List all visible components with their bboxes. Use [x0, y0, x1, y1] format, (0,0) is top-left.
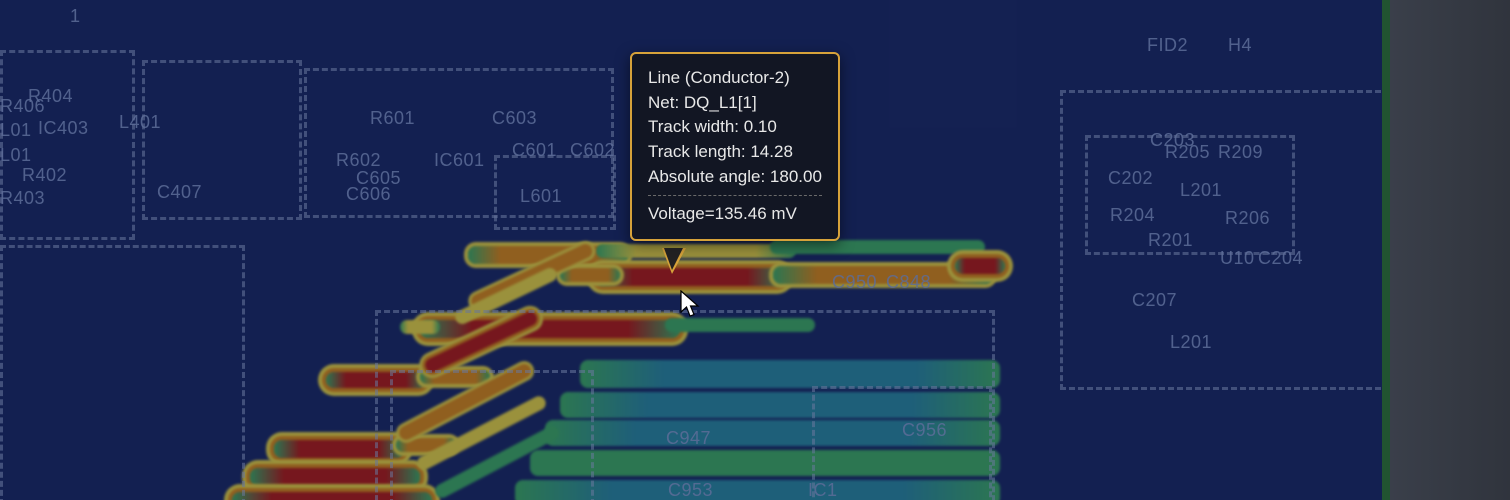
tooltip-pointer-fill	[664, 248, 683, 270]
board-edge-marker	[1382, 0, 1390, 500]
tooltip-separator	[648, 195, 822, 196]
component-outline	[0, 50, 135, 240]
inspect-tooltip: Line (Conductor-2) Net: DQ_L1[1] Track w…	[630, 52, 840, 241]
silkscreen-label: 1	[70, 6, 81, 27]
tooltip-line-type: Line (Conductor-2)	[648, 66, 822, 91]
pcb-viewer-viewport: 1R404R406L01IC403L01R402R403C407L401R601…	[0, 0, 1510, 500]
heatmap-trace	[595, 268, 785, 286]
component-outline	[390, 370, 594, 500]
heatmap-trace	[596, 244, 796, 258]
silkscreen-label: FID2	[1147, 35, 1188, 56]
component-outline	[1085, 135, 1295, 255]
component-outline	[0, 245, 245, 500]
tooltip-line-length: Track length: 14.28	[648, 140, 822, 165]
heatmap-trace	[560, 268, 620, 282]
component-outline	[142, 60, 302, 220]
tooltip-line-angle: Absolute angle: 180.00	[648, 165, 822, 190]
right-panel-area	[1390, 0, 1510, 500]
heatmap-trace	[770, 240, 985, 254]
tooltip-line-net: Net: DQ_L1[1]	[648, 91, 822, 116]
tooltip-line-width: Track width: 0.10	[648, 115, 822, 140]
component-outline	[812, 386, 992, 500]
heatmap-trace	[955, 258, 1005, 274]
silkscreen-label: H4	[1228, 35, 1252, 56]
tooltip-line-voltage: Voltage=135.46 mV	[648, 202, 822, 227]
component-outline	[494, 155, 616, 230]
